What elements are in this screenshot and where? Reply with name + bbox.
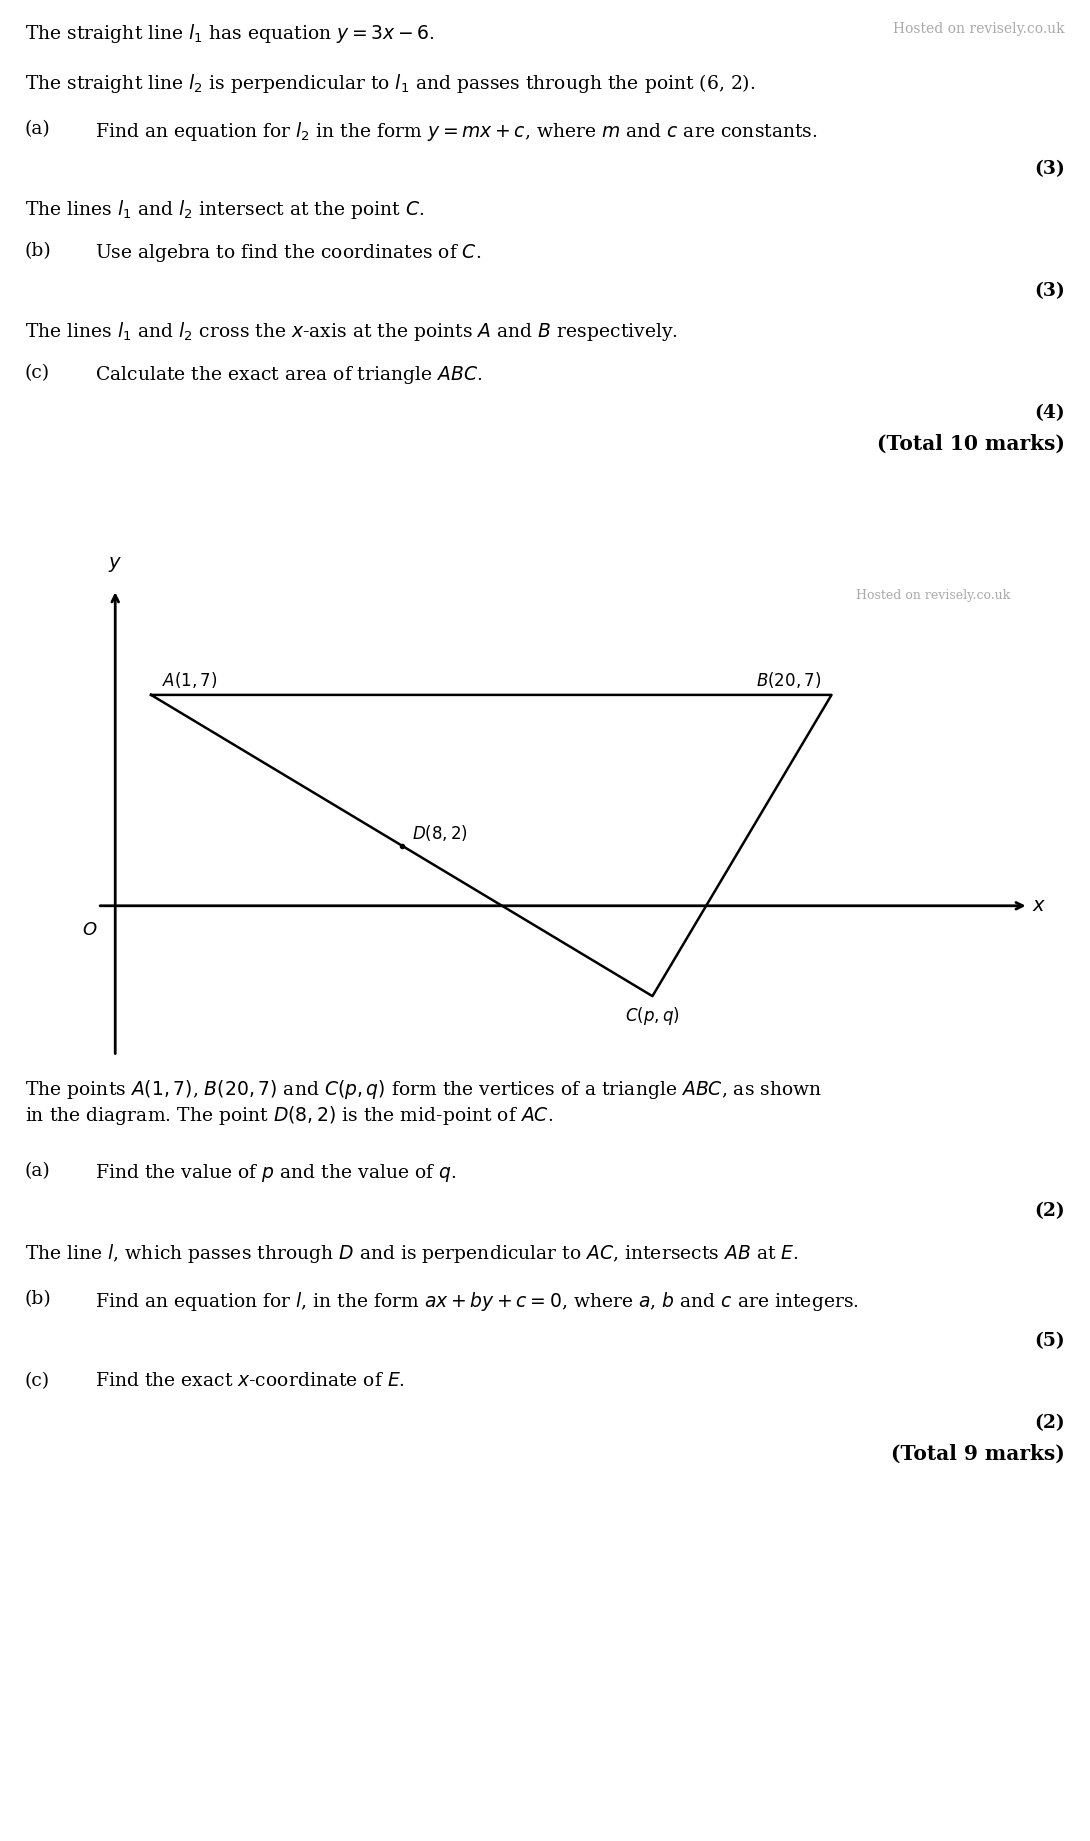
- Text: (3): (3): [1034, 160, 1065, 179]
- Text: $B(20, 7)$: $B(20, 7)$: [755, 670, 821, 690]
- Text: (a): (a): [25, 120, 51, 138]
- Text: (4): (4): [1034, 403, 1065, 422]
- Text: (3): (3): [1034, 282, 1065, 300]
- Text: $A(1, 7)$: $A(1, 7)$: [161, 670, 217, 690]
- Text: The line $l$, which passes through $D$ and is perpendicular to $AC$, intersects : The line $l$, which passes through $D$ a…: [25, 1243, 799, 1265]
- Text: The lines $l_1$ and $l_2$ cross the $x$-axis at the points $A$ and $B$ respectiv: The lines $l_1$ and $l_2$ cross the $x$-…: [25, 320, 678, 342]
- Text: $C(p, q)$: $C(p, q)$: [625, 1005, 680, 1027]
- Text: (c): (c): [25, 1372, 50, 1390]
- Text: (b): (b): [25, 1291, 51, 1307]
- Text: $O$: $O$: [82, 920, 97, 939]
- Text: (Total 9 marks): (Total 9 marks): [892, 1443, 1065, 1464]
- Text: The lines $l_1$ and $l_2$ intersect at the point $C$.: The lines $l_1$ and $l_2$ intersect at t…: [25, 199, 424, 221]
- Text: Find an equation for $l$, in the form $ax + by + c = 0$, where $a$, $b$ and $c$ : Find an equation for $l$, in the form $a…: [95, 1291, 859, 1313]
- Text: (c): (c): [25, 365, 50, 381]
- Text: Calculate the exact area of triangle $ABC$.: Calculate the exact area of triangle $AB…: [95, 365, 483, 387]
- Text: Use algebra to find the coordinates of $C$.: Use algebra to find the coordinates of $…: [95, 241, 481, 263]
- Text: Find the exact $x$-coordinate of $E$.: Find the exact $x$-coordinate of $E$.: [95, 1372, 405, 1390]
- Text: Hosted on revisely.co.uk: Hosted on revisely.co.uk: [894, 22, 1065, 37]
- Text: $x$: $x$: [1032, 897, 1046, 915]
- Text: The straight line $l_1$ has equation $y = 3x - 6$.: The straight line $l_1$ has equation $y …: [25, 22, 435, 44]
- Text: $y$: $y$: [108, 556, 122, 574]
- Text: (Total 10 marks): (Total 10 marks): [877, 434, 1065, 455]
- Text: (2): (2): [1034, 1414, 1065, 1432]
- Text: The points $A(1, 7)$, $B(20, 7)$ and $C(p, q)$ form the vertices of a triangle $: The points $A(1, 7)$, $B(20, 7)$ and $C(…: [25, 1079, 822, 1101]
- Text: Find the value of $p$ and the value of $q$.: Find the value of $p$ and the value of $…: [95, 1162, 457, 1184]
- Text: in the diagram. The point $D(8, 2)$ is the mid-point of $AC$.: in the diagram. The point $D(8, 2)$ is t…: [25, 1105, 553, 1127]
- Text: (2): (2): [1034, 1202, 1065, 1221]
- Text: (5): (5): [1034, 1333, 1065, 1349]
- Text: (a): (a): [25, 1162, 51, 1180]
- Text: Hosted on revisely.co.uk: Hosted on revisely.co.uk: [857, 589, 1010, 602]
- Text: (b): (b): [25, 241, 51, 260]
- Text: Find an equation for $l_2$ in the form $y = mx +c$, where $m$ and $c$ are consta: Find an equation for $l_2$ in the form $…: [95, 120, 818, 144]
- Text: $D(8, 2)$: $D(8, 2)$: [412, 823, 469, 843]
- Text: The straight line $l_2$ is perpendicular to $l_1$ and passes through the point (: The straight line $l_2$ is perpendicular…: [25, 72, 755, 96]
